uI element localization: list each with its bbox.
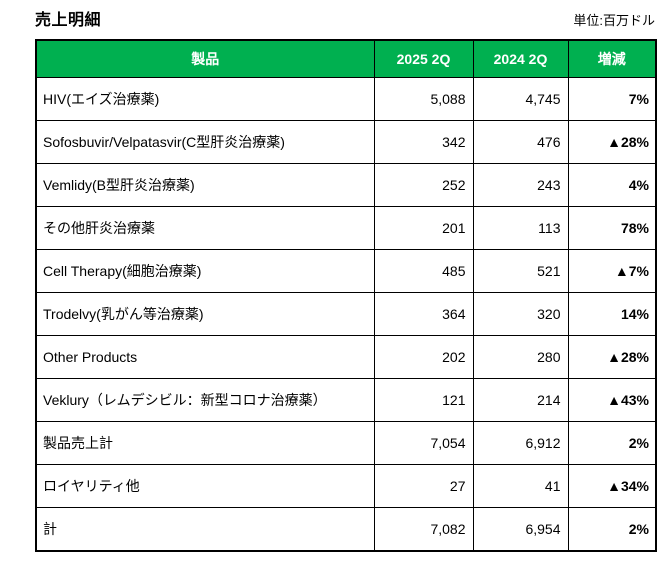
change-cell: 7%: [567, 77, 657, 121]
change-cell: 2%: [567, 507, 657, 552]
product-cell: 製品売上計: [35, 421, 375, 465]
table-row: Trodelvy(乳がん等治療薬) 364 320 14%: [35, 292, 657, 336]
table-row: Other Products 202 280 ▲28%: [35, 335, 657, 379]
product-cell: Cell Therapy(細胞治療薬): [35, 249, 375, 293]
column-header-product: 製品: [35, 39, 375, 78]
table-row: ロイヤリティ他 27 41 ▲34%: [35, 464, 657, 508]
value-2025-cell: 364: [373, 292, 474, 336]
table-header-row: 製品 2025 2Q 2024 2Q 増減: [35, 39, 657, 78]
value-2025-cell: 121: [373, 378, 474, 422]
table-row: 計 7,082 6,954 2%: [35, 507, 657, 552]
value-2025-cell: 27: [373, 464, 474, 508]
change-cell: ▲28%: [567, 120, 657, 164]
page-title: 売上明細: [35, 12, 102, 29]
change-cell: ▲34%: [567, 464, 657, 508]
table-row: HIV(エイズ治療薬) 5,088 4,745 7%: [35, 77, 657, 121]
value-2024-cell: 4,745: [472, 77, 569, 121]
value-2025-cell: 252: [373, 163, 474, 207]
table-row: その他肝炎治療薬 201 113 78%: [35, 206, 657, 250]
table-row: 製品売上計 7,054 6,912 2%: [35, 421, 657, 465]
table-row: Cell Therapy(細胞治療薬) 485 521 ▲7%: [35, 249, 657, 293]
product-cell: その他肝炎治療薬: [35, 206, 375, 250]
change-cell: ▲43%: [567, 378, 657, 422]
sales-table: 製品 2025 2Q 2024 2Q 増減 HIV(エイズ治療薬) 5,088 …: [35, 39, 657, 552]
change-cell: 14%: [567, 292, 657, 336]
value-2024-cell: 214: [472, 378, 569, 422]
product-cell: Trodelvy(乳がん等治療薬): [35, 292, 375, 336]
change-cell: 78%: [567, 206, 657, 250]
product-cell: 計: [35, 507, 375, 552]
product-cell: Other Products: [35, 335, 375, 379]
value-2025-cell: 342: [373, 120, 474, 164]
value-2024-cell: 476: [472, 120, 569, 164]
change-cell: ▲28%: [567, 335, 657, 379]
sales-detail-page: 売上明細 単位:百万ドル 製品 2025 2Q 2024 2Q 増減 HIV(エ…: [35, 0, 657, 552]
value-2025-cell: 5,088: [373, 77, 474, 121]
unit-label: 単位:百万ドル: [573, 13, 655, 28]
value-2024-cell: 113: [472, 206, 569, 250]
product-cell: ロイヤリティ他: [35, 464, 375, 508]
value-2025-cell: 485: [373, 249, 474, 293]
table-row: Sofosbuvir/Velpatasvir(C型肝炎治療薬) 342 476 …: [35, 120, 657, 164]
column-header-2024-2q: 2024 2Q: [472, 39, 569, 78]
value-2025-cell: 7,054: [373, 421, 474, 465]
product-cell: Veklury（レムデシビル：新型コロナ治療薬）: [35, 378, 375, 422]
value-2024-cell: 521: [472, 249, 569, 293]
column-header-change: 増減: [567, 39, 657, 78]
table-row: Veklury（レムデシビル：新型コロナ治療薬） 121 214 ▲43%: [35, 378, 657, 422]
table-row: Vemlidy(B型肝炎治療薬) 252 243 4%: [35, 163, 657, 207]
column-header-2025-2q: 2025 2Q: [373, 39, 474, 78]
change-cell: 4%: [567, 163, 657, 207]
value-2024-cell: 6,954: [472, 507, 569, 552]
product-cell: Vemlidy(B型肝炎治療薬): [35, 163, 375, 207]
value-2025-cell: 201: [373, 206, 474, 250]
change-cell: 2%: [567, 421, 657, 465]
value-2024-cell: 320: [472, 292, 569, 336]
value-2024-cell: 41: [472, 464, 569, 508]
value-2024-cell: 243: [472, 163, 569, 207]
change-cell: ▲7%: [567, 249, 657, 293]
value-2024-cell: 280: [472, 335, 569, 379]
value-2025-cell: 202: [373, 335, 474, 379]
value-2024-cell: 6,912: [472, 421, 569, 465]
product-cell: Sofosbuvir/Velpatasvir(C型肝炎治療薬): [35, 120, 375, 164]
caption-bar: 売上明細 単位:百万ドル: [35, 6, 655, 30]
product-cell: HIV(エイズ治療薬): [35, 77, 375, 121]
value-2025-cell: 7,082: [373, 507, 474, 552]
